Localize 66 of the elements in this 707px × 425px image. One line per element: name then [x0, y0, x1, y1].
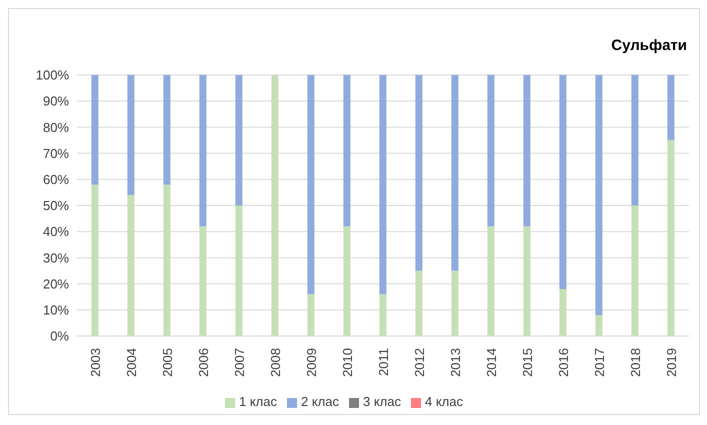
legend-label: 3 клас: [363, 394, 401, 409]
x-tick-label: 2006: [196, 348, 212, 377]
bar: [487, 75, 494, 226]
bar: [559, 75, 566, 290]
bar: [127, 75, 134, 196]
y-tick-label: 100%: [36, 68, 70, 83]
bar: [271, 75, 278, 336]
x-tick-label: 2017: [592, 348, 608, 377]
bar: [559, 289, 566, 336]
bar: [631, 75, 638, 206]
bar: [199, 75, 206, 226]
x-tick-label: 2013: [448, 348, 464, 377]
bar: [163, 184, 170, 336]
bar: [91, 75, 98, 185]
legend-label: 1 клас: [239, 394, 277, 409]
bar: [451, 75, 458, 271]
x-tick-label: 2019: [664, 348, 680, 377]
bar: [415, 75, 422, 271]
bar: [595, 315, 602, 336]
y-tick-label: 0%: [50, 328, 70, 344]
x-tick-label: 2016: [556, 348, 572, 377]
bar: [307, 75, 314, 294]
x-tick-label: 2010: [340, 348, 356, 377]
bar: [667, 140, 674, 336]
bar: [451, 270, 458, 336]
chart-title: Сульфати: [611, 37, 687, 54]
bar: [487, 226, 494, 336]
bar: [667, 75, 674, 140]
bar: [307, 294, 314, 336]
legend-label: 2 клас: [301, 394, 339, 409]
x-tick-label: 2009: [304, 348, 320, 377]
x-tick-label: 2005: [160, 348, 176, 377]
bar: [163, 75, 170, 185]
y-tick-label: 50%: [42, 198, 70, 214]
bar: [523, 75, 530, 226]
x-tick-label: 2007: [232, 348, 248, 377]
y-tick-label: 10%: [42, 302, 70, 318]
x-tick-label: 2014: [484, 348, 500, 377]
y-tick-label: 60%: [42, 172, 70, 188]
bar: [235, 206, 242, 336]
y-tick-label: 20%: [42, 276, 70, 292]
bar: [631, 206, 638, 336]
bar: [523, 226, 530, 336]
bar: [379, 75, 386, 294]
bar: [91, 184, 98, 336]
x-tick-label: 2015: [520, 348, 536, 377]
bar: [235, 75, 242, 206]
x-tick-label: 2003: [88, 348, 104, 377]
y-tick-label: 90%: [42, 94, 70, 109]
y-tick-label: 30%: [42, 250, 70, 266]
bar: [379, 294, 386, 336]
x-tick-label: 2008: [268, 348, 284, 377]
bar: [127, 195, 134, 336]
x-tick-label: 2012: [412, 348, 428, 377]
bar: [595, 75, 602, 316]
y-tick-label: 40%: [42, 224, 70, 240]
bar: [415, 270, 422, 336]
y-tick-label: 80%: [42, 120, 70, 135]
x-tick-label: 2004: [124, 348, 140, 377]
bar: [343, 226, 350, 336]
bar: [199, 226, 206, 336]
x-tick-label: 2018: [628, 348, 644, 377]
bar: [343, 75, 350, 226]
y-tick-label: 70%: [42, 146, 70, 161]
legend-label: 4 клас: [425, 394, 463, 409]
x-tick-label: 2011: [376, 348, 392, 376]
